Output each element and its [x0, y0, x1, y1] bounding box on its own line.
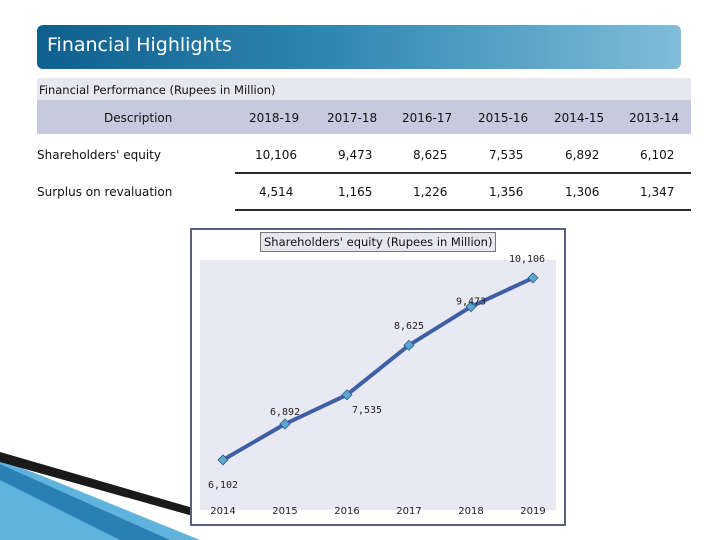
plot-area — [200, 260, 556, 510]
data-label: 9,473 — [456, 297, 486, 308]
year-header: 2017-18 — [327, 111, 378, 125]
data-point-marker — [341, 389, 353, 401]
swoosh-mid — [0, 464, 170, 540]
data-label: 10,106 — [509, 254, 545, 265]
table-cell: 9,473 — [338, 148, 373, 162]
row-label: Surplus on revaluation — [37, 185, 173, 199]
year-header: 2015-16 — [478, 111, 529, 125]
data-point-marker — [217, 454, 229, 466]
data-point-marker — [527, 272, 539, 284]
table-cell: 6,102 — [640, 148, 675, 162]
table-cell: 7,535 — [489, 148, 524, 162]
row-divider — [235, 172, 691, 174]
table-cell: 1,306 — [565, 185, 600, 199]
row-divider — [235, 209, 691, 211]
swoosh-light — [0, 460, 200, 540]
decorative-swoosh — [0, 452, 200, 540]
title-banner: Financial Highlights — [37, 25, 681, 69]
data-label: 8,625 — [394, 321, 424, 332]
year-header: 2016-17 — [402, 111, 453, 125]
row-label: Shareholders' equity — [37, 148, 161, 162]
year-header: 2018-19 — [249, 111, 300, 125]
swoosh-dark — [0, 452, 200, 518]
x-tick-label: 2018 — [458, 506, 483, 517]
table-cell: 10,106 — [255, 148, 297, 162]
data-label: 7,535 — [352, 405, 382, 416]
table-header-row — [37, 100, 691, 134]
data-point-marker — [403, 339, 415, 351]
equity-line-chart: 6,102 6,892 7,535 8,625 9,473 10,106 2014 2015… — [200, 254, 556, 517]
table-cell: 1,347 — [640, 185, 675, 199]
table-caption: Financial Performance (Rupees in Million… — [39, 83, 276, 97]
x-tick-label: 2019 — [520, 506, 545, 517]
table-cell: 4,514 — [259, 185, 294, 199]
data-label: 6,892 — [270, 407, 300, 418]
description-header: Description — [104, 111, 173, 125]
data-label: 6,102 — [208, 480, 238, 491]
x-tick-label: 2017 — [396, 506, 421, 517]
year-header: 2013-14 — [629, 111, 680, 125]
table-cell: 1,356 — [489, 185, 524, 199]
x-tick-label: 2015 — [272, 506, 297, 517]
year-header: 2014-15 — [554, 111, 605, 125]
table-cell: 8,625 — [413, 148, 448, 162]
data-point-marker — [279, 418, 291, 430]
table-cell: 1,226 — [413, 185, 448, 199]
x-tick-label: 2016 — [334, 506, 359, 517]
table-cell: 1,165 — [338, 185, 373, 199]
series-line — [221, 276, 534, 462]
chart-title: Shareholders' equity (Rupees in Million) — [260, 232, 497, 252]
page-title: Financial Highlights — [47, 34, 232, 56]
data-point-marker — [465, 301, 477, 313]
table-cell: 6,892 — [565, 148, 600, 162]
table-caption-bar: Financial Performance (Rupees in Million… — [37, 78, 691, 100]
x-tick-label: 2014 — [210, 506, 235, 517]
